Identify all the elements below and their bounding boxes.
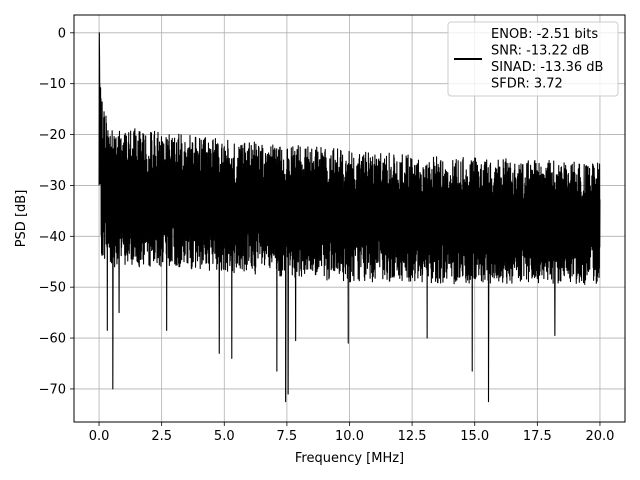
x-tick-label: 0.0 <box>89 429 110 444</box>
legend-entry: ENOB: -2.51 bits SNR: -13.22 dB SINAD: -13… <box>491 27 603 92</box>
x-tick-label: 7.5 <box>277 429 298 444</box>
y-tick-label: −10 <box>39 77 66 92</box>
y-tick-label: −30 <box>39 179 66 194</box>
x-axis-label: Frequency [MHz] <box>295 451 404 466</box>
x-tick-label: 5.0 <box>214 429 235 444</box>
legend-box <box>447 21 619 97</box>
y-tick-label: −70 <box>39 382 66 397</box>
x-axis: 0.0 2.5 5.0 7.5 10.0 12.5 15.0 17.5 20.0 <box>89 422 614 444</box>
x-tick-label: 20.0 <box>585 429 614 444</box>
x-tick-label: 10.0 <box>335 429 364 444</box>
y-tick-label: −40 <box>39 230 66 245</box>
x-tick-label: 2.5 <box>151 429 172 444</box>
y-axis: 0 −10 −20 −30 −40 −50 −60 −70 <box>39 26 74 397</box>
y-tick-label: −20 <box>39 128 66 143</box>
y-tick-label: −60 <box>39 332 66 347</box>
y-tick-label: −50 <box>39 281 66 296</box>
y-axis-label: PSD [dB] <box>14 190 29 248</box>
x-tick-label: 12.5 <box>398 429 427 444</box>
y-tick-label: 0 <box>58 26 66 41</box>
legend: ENOB: -2.51 bits SNR: -13.22 dB SINAD: -13… <box>447 21 619 97</box>
series-layer <box>98 32 601 403</box>
x-tick-label: 17.5 <box>523 429 552 444</box>
series-line <box>98 32 601 403</box>
x-tick-label: 15.0 <box>460 429 489 444</box>
